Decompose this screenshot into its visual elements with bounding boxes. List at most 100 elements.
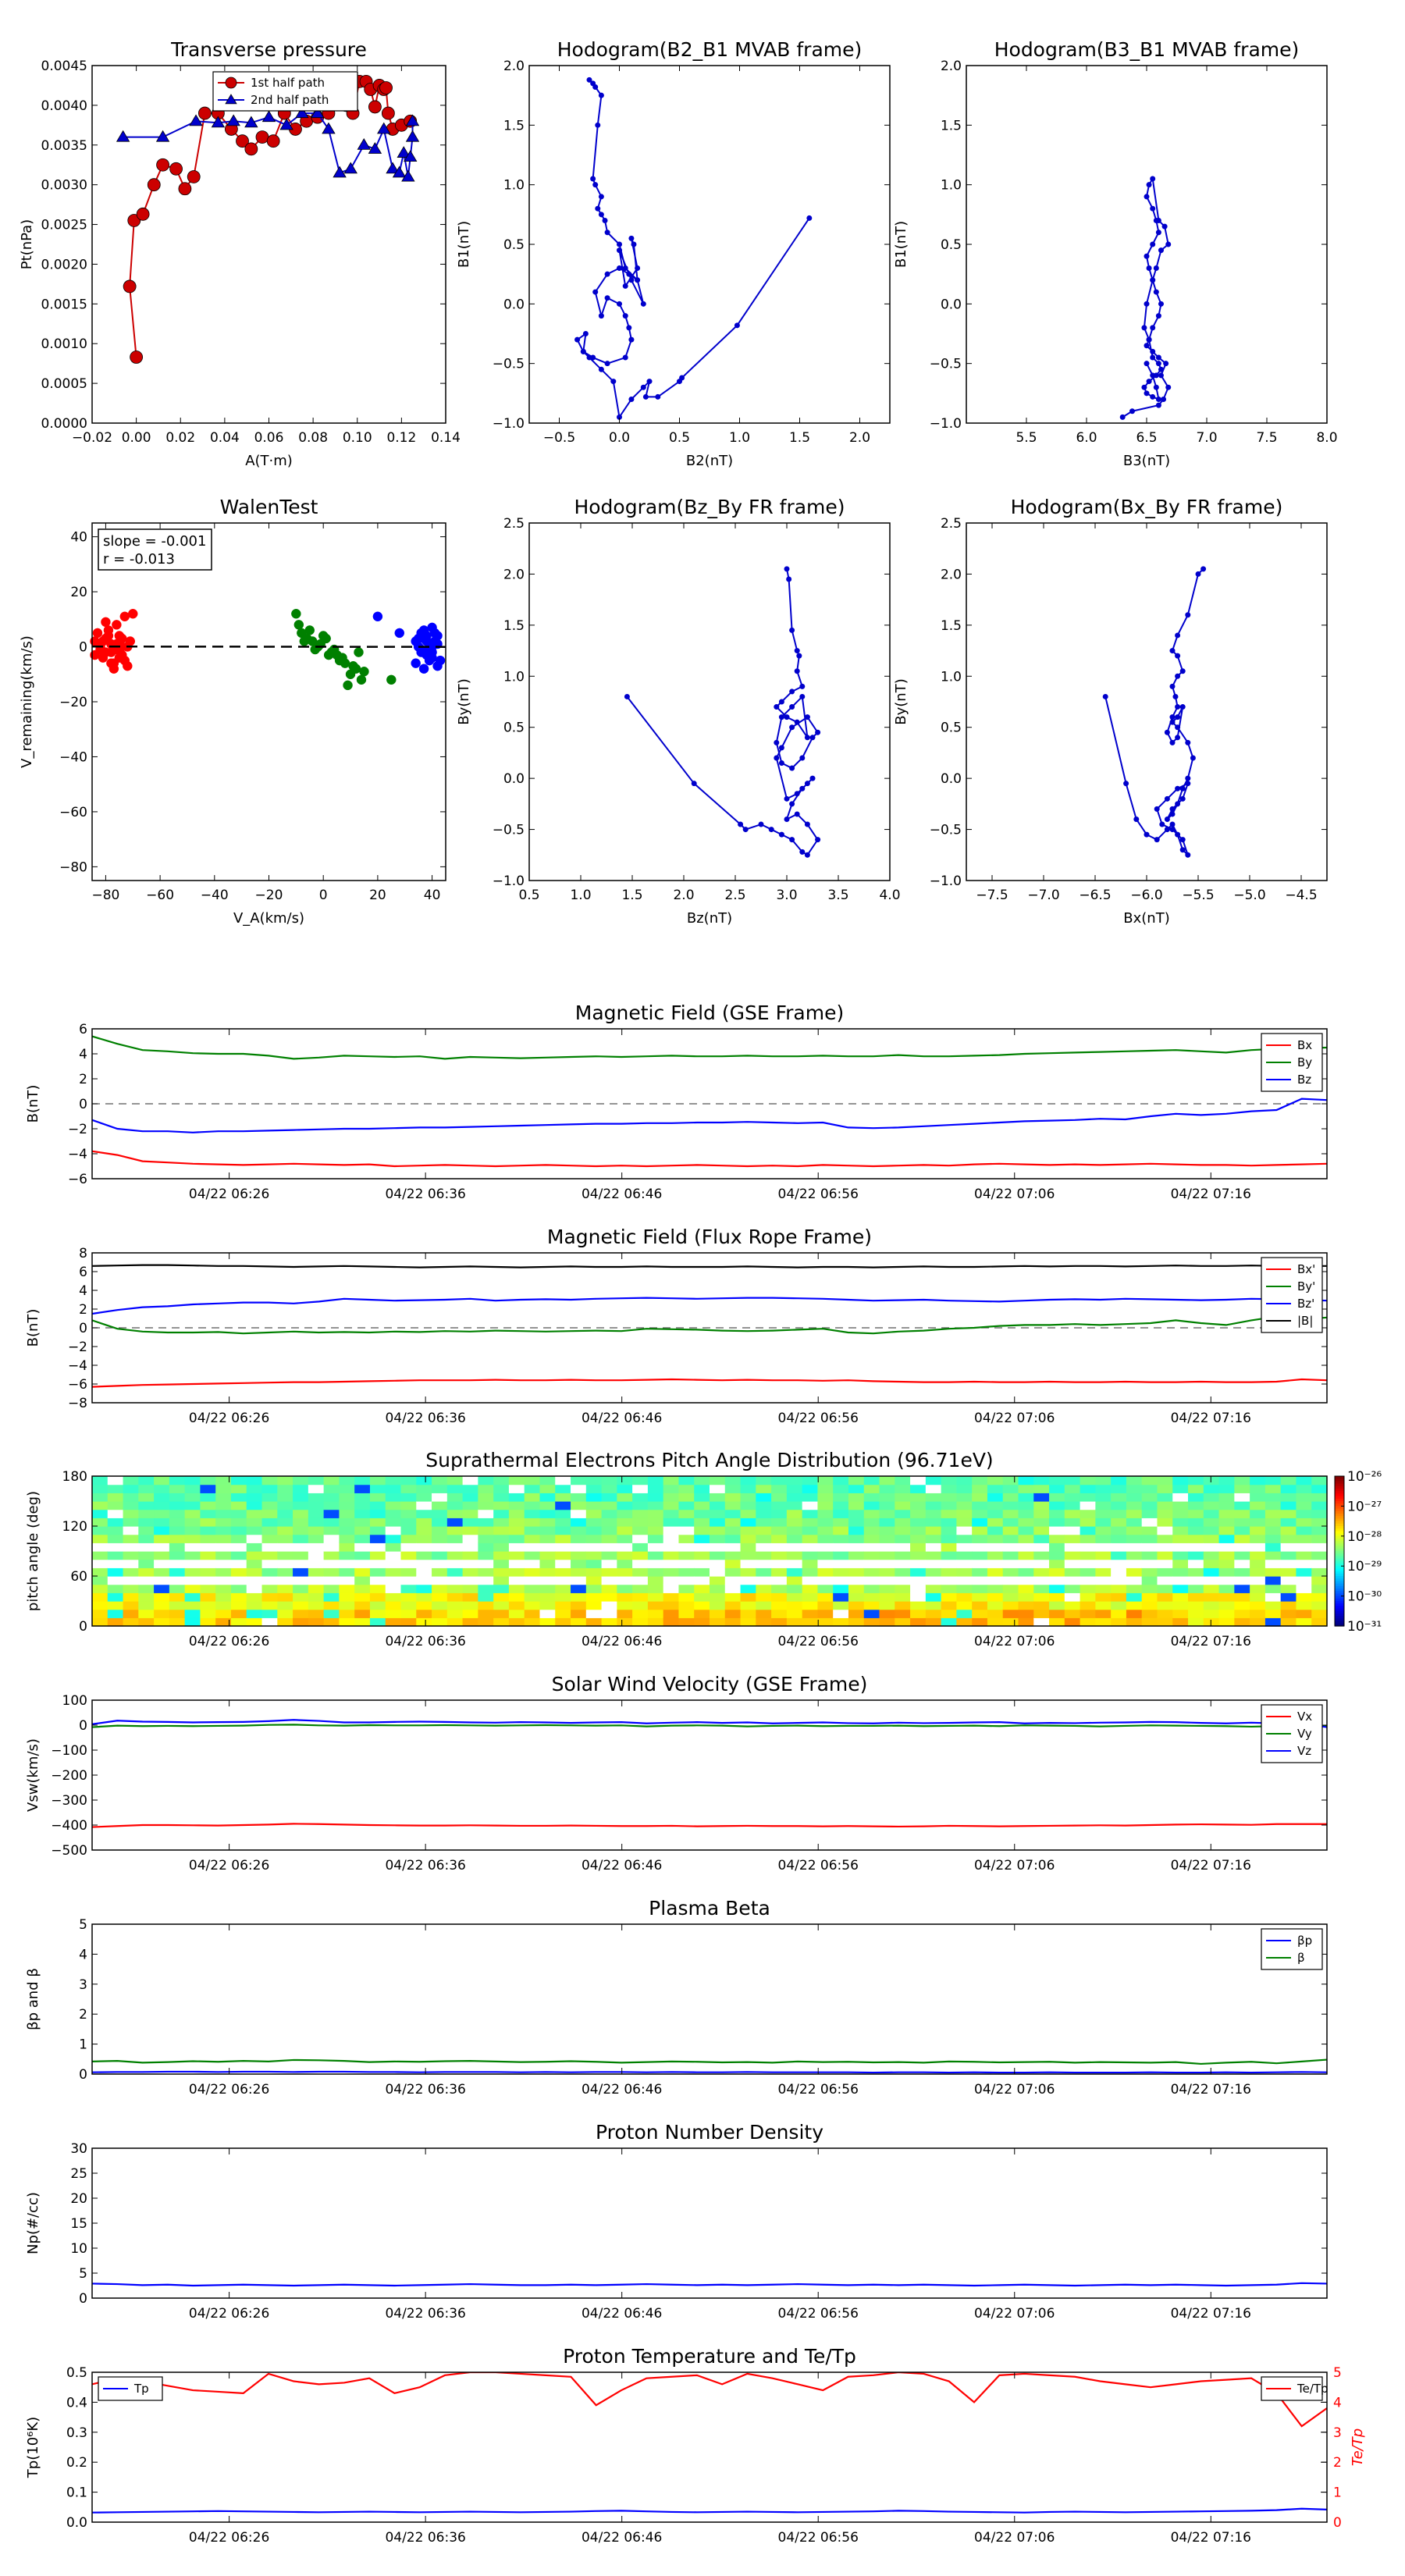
hbxby-point: [1190, 755, 1196, 761]
pad-cell: [756, 1534, 772, 1543]
pad-cell: [154, 1576, 170, 1585]
pad-cell: [1033, 1517, 1050, 1527]
hb3b1-point: [1141, 325, 1147, 331]
walen-title: WalenTest: [220, 496, 318, 518]
pad-cell: [756, 1484, 772, 1493]
temp-ylabel-right: Te/Tp: [1350, 2428, 1366, 2466]
pad-cell: [694, 1509, 710, 1518]
pad-cell: [1141, 1584, 1158, 1593]
pad-cell: [277, 1484, 293, 1493]
hb3b1-point: [1163, 361, 1169, 367]
pad-cell: [385, 1584, 402, 1593]
pad-cell: [308, 1534, 325, 1543]
pad-cell: [663, 1517, 680, 1527]
hbxby-xtick-label: −7.0: [1027, 888, 1059, 903]
pad-cell: [369, 1609, 386, 1618]
pad-cell: [478, 1476, 494, 1485]
pad-cell: [632, 1484, 649, 1493]
pad-cell: [293, 1559, 309, 1568]
pad-cell: [848, 1584, 865, 1593]
pad-cell: [710, 1609, 726, 1618]
pad-cell: [879, 1617, 895, 1627]
mag_fr-xtick-label: 04/22 06:36: [385, 1411, 465, 1426]
pad-cell: [169, 1509, 186, 1518]
temp-ytick-right-label: 5: [1333, 2365, 1342, 2381]
pad-cell: [323, 1617, 340, 1627]
beta-legend: [1261, 1928, 1323, 1970]
pad-cell: [432, 1551, 448, 1560]
vsw-ytick-label: 0: [79, 1718, 87, 1734]
pad-cell: [694, 1484, 710, 1493]
pad-cell: [1188, 1501, 1204, 1510]
pad-cell: [895, 1551, 911, 1560]
pad-cell: [400, 1609, 417, 1618]
np-ytick-label: 30: [70, 2141, 87, 2157]
pad-cell: [524, 1476, 541, 1485]
pad-cell: [1126, 1484, 1143, 1493]
pad-cell: [400, 1526, 417, 1535]
pad-cell: [215, 1567, 232, 1577]
pad-cell: [555, 1609, 571, 1618]
pad-cell: [184, 1509, 201, 1518]
pad-xtick-label: 04/22 07:16: [1171, 1634, 1251, 1649]
hb3b1-point: [1165, 384, 1172, 390]
pad-cell: [632, 1601, 649, 1610]
hb2b1-point: [617, 247, 622, 254]
pad-cell: [601, 1493, 617, 1502]
hb2b1-point: [734, 322, 740, 329]
hb2b1-point: [806, 215, 813, 221]
hbxby-point: [1144, 831, 1150, 838]
hb2b1-point: [622, 313, 628, 319]
hb2b1-point: [622, 354, 628, 361]
pad-colorbar-step: [1335, 1485, 1344, 1489]
mag_gse-series-2: [92, 1098, 1327, 1133]
pad-cell: [817, 1559, 834, 1568]
tp-xtick-label: 0.14: [431, 430, 461, 446]
pad-colorbar-step: [1335, 1478, 1344, 1482]
hb3b1-point: [1158, 301, 1164, 307]
pad-cell: [956, 1617, 973, 1627]
hbzby-point: [794, 719, 800, 725]
pad-cell: [585, 1576, 603, 1585]
mag_fr-ytick-label: 4: [79, 1283, 87, 1299]
pad-cell: [663, 1559, 680, 1568]
pad-cell: [771, 1559, 788, 1568]
pad-cell: [200, 1551, 216, 1560]
pad-cell: [416, 1476, 432, 1485]
pad-cell: [524, 1534, 541, 1543]
hbzby-point: [815, 729, 821, 735]
pad-cell: [1234, 1493, 1250, 1502]
tp-point: [136, 207, 150, 221]
pad-cell: [1033, 1484, 1050, 1493]
pad-cell: [1234, 1551, 1250, 1560]
mag_fr-xtick-label: 04/22 06:56: [778, 1411, 859, 1426]
tp-ytick-label: 0.0010: [41, 336, 87, 352]
pad-cell: [200, 1601, 216, 1610]
pad-cell: [1033, 1609, 1050, 1618]
pad-cell: [385, 1617, 402, 1627]
pad-cell: [848, 1551, 865, 1560]
pad-cell: [710, 1576, 726, 1585]
pad-cell: [833, 1551, 849, 1560]
hb3b1-point: [1144, 361, 1150, 367]
hbzby-point: [758, 821, 764, 827]
pad-cell: [555, 1534, 571, 1543]
hbxby-point: [1179, 668, 1186, 674]
walen-point: [394, 628, 405, 639]
pad-cell: [617, 1559, 633, 1568]
pad-cell: [848, 1617, 865, 1627]
beta-xtick-label: 04/22 07:16: [1171, 2082, 1251, 2097]
pad-cell: [215, 1601, 232, 1610]
walen-point: [112, 620, 122, 630]
pad-cell: [1296, 1551, 1312, 1560]
pad-cell: [1049, 1542, 1065, 1552]
pad-cell: [1111, 1576, 1127, 1585]
pad-cell: [740, 1542, 756, 1552]
pad-cell: [941, 1601, 957, 1610]
hb2b1-xtick-label: 1.0: [729, 430, 750, 446]
walen-point: [119, 611, 130, 622]
mag_fr-plot-area: [92, 1264, 1327, 1388]
temp-xtick-label: 04/22 06:46: [582, 2530, 662, 2546]
pad-cell: [1002, 1484, 1019, 1493]
pad-cell: [817, 1617, 834, 1627]
